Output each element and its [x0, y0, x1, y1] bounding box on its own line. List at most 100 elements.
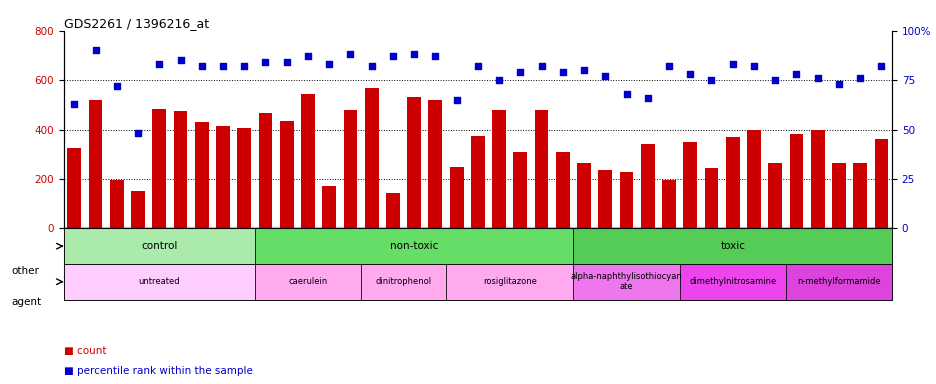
Bar: [131, 191, 145, 228]
Bar: [407, 98, 420, 228]
Text: toxic: toxic: [720, 241, 744, 251]
Point: [724, 61, 739, 68]
Point: [343, 51, 358, 58]
Text: caerulein: caerulein: [288, 277, 328, 286]
Bar: [853, 163, 866, 228]
Text: dimethylnitrosamine: dimethylnitrosamine: [688, 277, 776, 286]
Text: GDS2261 / 1396216_at: GDS2261 / 1396216_at: [64, 17, 209, 30]
Point: [873, 63, 888, 70]
Bar: [360, 264, 446, 300]
Point: [597, 73, 612, 79]
Bar: [831, 163, 845, 228]
Point: [703, 77, 718, 83]
Bar: [789, 134, 802, 228]
Point: [110, 83, 124, 89]
Bar: [67, 148, 81, 228]
Point: [130, 131, 145, 137]
Bar: [682, 142, 696, 228]
Point: [385, 53, 400, 60]
Bar: [662, 180, 675, 228]
Point: [364, 63, 379, 70]
Bar: [216, 126, 229, 228]
Bar: [573, 264, 679, 300]
Text: other: other: [11, 266, 39, 276]
Point: [810, 75, 825, 81]
Bar: [322, 186, 336, 228]
Bar: [110, 180, 124, 228]
Point: [194, 63, 209, 70]
Point: [406, 51, 421, 58]
Point: [830, 81, 845, 87]
Point: [555, 69, 570, 75]
Bar: [449, 167, 463, 228]
Bar: [873, 139, 887, 228]
Bar: [746, 129, 760, 228]
Point: [788, 71, 803, 77]
Point: [237, 63, 252, 70]
Point: [576, 67, 591, 73]
Bar: [534, 110, 548, 228]
Bar: [64, 264, 255, 300]
Point: [491, 77, 506, 83]
Text: n-methylformamide: n-methylformamide: [797, 277, 880, 286]
Bar: [64, 228, 255, 264]
Text: control: control: [141, 241, 177, 251]
Point: [279, 59, 294, 65]
Point: [215, 63, 230, 70]
Bar: [255, 264, 360, 300]
Bar: [173, 111, 187, 228]
Text: non-toxic: non-toxic: [389, 241, 438, 251]
Bar: [386, 192, 400, 228]
Bar: [598, 170, 611, 228]
Point: [321, 61, 336, 68]
Point: [257, 59, 272, 65]
Point: [512, 69, 527, 75]
Point: [852, 75, 867, 81]
Point: [767, 77, 782, 83]
Point: [428, 53, 443, 60]
Bar: [640, 144, 654, 228]
Bar: [725, 137, 739, 228]
Bar: [491, 110, 505, 228]
Point: [534, 63, 548, 70]
Bar: [344, 110, 357, 228]
Bar: [195, 122, 209, 228]
Bar: [513, 152, 527, 228]
Bar: [280, 121, 293, 228]
Text: alpha-naphthylisothiocyan
ate: alpha-naphthylisothiocyan ate: [570, 272, 681, 291]
Bar: [237, 128, 251, 228]
Bar: [300, 94, 314, 228]
Point: [173, 57, 188, 63]
Bar: [364, 88, 378, 228]
Point: [152, 61, 167, 68]
Point: [639, 95, 654, 101]
Point: [448, 97, 463, 103]
Bar: [810, 129, 824, 228]
Bar: [704, 168, 718, 228]
Point: [661, 63, 676, 70]
Text: rosiglitazone: rosiglitazone: [482, 277, 536, 286]
Point: [300, 53, 315, 60]
Bar: [89, 100, 102, 228]
Bar: [555, 152, 569, 228]
Bar: [255, 228, 573, 264]
Bar: [471, 136, 484, 228]
Bar: [573, 228, 891, 264]
Text: dinitrophenol: dinitrophenol: [375, 277, 431, 286]
Point: [66, 101, 81, 107]
Bar: [577, 163, 591, 228]
Bar: [619, 172, 633, 228]
Point: [682, 71, 697, 77]
Point: [619, 91, 634, 97]
Bar: [785, 264, 891, 300]
Point: [88, 47, 103, 53]
Text: untreated: untreated: [139, 277, 180, 286]
Bar: [768, 163, 782, 228]
Point: [470, 63, 485, 70]
Point: [746, 63, 761, 70]
Bar: [679, 264, 785, 300]
Bar: [153, 109, 166, 228]
Text: ■ count: ■ count: [64, 346, 106, 356]
Bar: [258, 114, 272, 228]
Text: agent: agent: [11, 297, 41, 307]
